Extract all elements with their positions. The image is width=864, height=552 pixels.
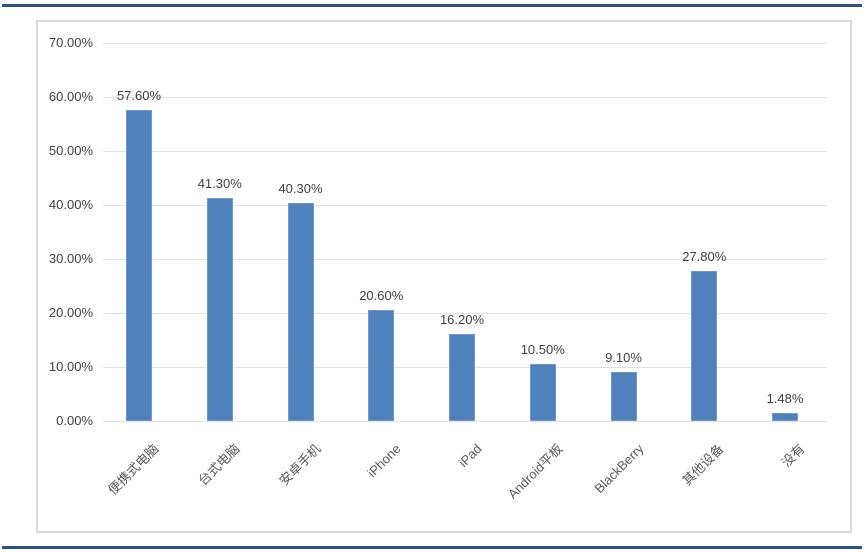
- bar-chart-frame: 0.00% 10.00% 20.00% 30.00% 40.00% 50.00% 60.00…: [36, 20, 852, 533]
- gridline: [103, 205, 827, 206]
- gridline: [103, 313, 827, 314]
- bar-value-label: 41.30%: [197, 176, 242, 191]
- bar-value-label: 20.60%: [359, 288, 404, 303]
- bar-value-label: 1.48%: [766, 391, 804, 406]
- y-axis-tick-label: 70.00%: [48, 35, 93, 50]
- bar-2: [287, 203, 314, 421]
- bar-3: [368, 310, 395, 421]
- y-axis-tick-label: 40.00%: [48, 197, 93, 212]
- bar-8: [772, 413, 798, 421]
- bar-7: [691, 271, 718, 421]
- bar-4: [449, 334, 475, 421]
- gridline: [103, 259, 827, 260]
- y-axis-tick-label: 20.00%: [48, 305, 93, 320]
- bar-value-label: 10.50%: [520, 342, 565, 357]
- bar-value-label: 27.80%: [682, 249, 727, 264]
- gridline: [103, 43, 827, 44]
- bar-value-label: 57.60%: [116, 88, 162, 103]
- y-axis-tick-label: 60.00%: [48, 89, 93, 104]
- gridline: [103, 421, 827, 422]
- y-axis-tick-label: 10.00%: [48, 359, 93, 374]
- top-horizontal-rule: [2, 4, 862, 7]
- y-axis-tick-label: 50.00%: [48, 143, 93, 158]
- bar-value-label: 40.30%: [278, 181, 323, 196]
- y-axis-tick-label: 0.00%: [56, 413, 93, 428]
- bar-value-label: 16.20%: [439, 312, 485, 327]
- y-axis-tick-label: 30.00%: [48, 251, 93, 266]
- bar-value-label: 9.10%: [605, 350, 642, 365]
- gridline: [103, 97, 827, 98]
- bar-1: [206, 198, 233, 421]
- bottom-horizontal-rule: [2, 546, 862, 549]
- gridline: [103, 151, 827, 152]
- bar-6: [610, 372, 637, 421]
- bar-0: [126, 110, 152, 421]
- bar-5: [529, 364, 556, 421]
